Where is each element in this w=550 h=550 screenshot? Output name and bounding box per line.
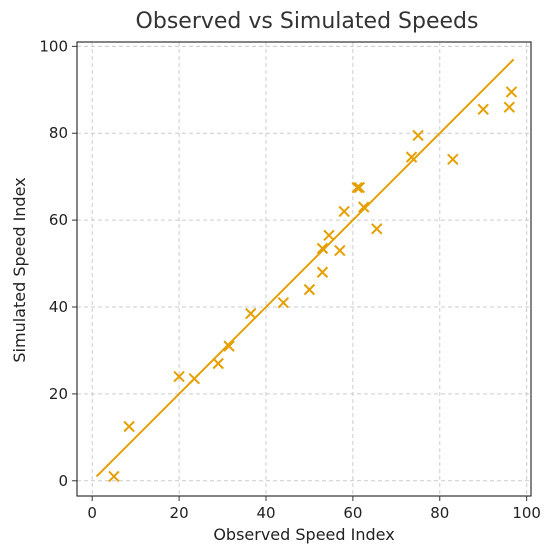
x-tick-label: 40 xyxy=(256,504,275,522)
data-point xyxy=(188,372,201,385)
data-point xyxy=(405,151,418,163)
fit-line-layer xyxy=(95,58,515,478)
fit-line xyxy=(95,58,515,478)
y-tick-label: 20 xyxy=(49,385,68,403)
data-point xyxy=(316,266,329,278)
data-point xyxy=(123,420,135,433)
data-points xyxy=(108,86,518,483)
data-point xyxy=(447,153,459,166)
x-tick-label: 80 xyxy=(430,504,449,522)
data-point xyxy=(412,129,424,142)
data-point xyxy=(505,86,518,98)
data-point xyxy=(353,181,366,194)
grid xyxy=(77,42,531,496)
tick-labels: 0 20 40 60 80 100 0 20 40 60 80 100 xyxy=(39,37,541,522)
y-axis-label: Simulated Speed Index xyxy=(10,177,29,362)
data-point xyxy=(277,296,290,309)
x-axis-label: Observed Speed Index xyxy=(213,525,394,544)
data-point xyxy=(477,103,489,116)
data-point xyxy=(316,242,329,255)
x-tick-label: 100 xyxy=(512,504,541,522)
data-point xyxy=(303,283,316,296)
y-tick-label: 100 xyxy=(39,37,68,55)
data-point xyxy=(173,370,185,383)
data-point xyxy=(351,181,363,194)
data-point xyxy=(323,229,335,242)
axes xyxy=(76,41,532,497)
data-point xyxy=(334,244,346,257)
data-point xyxy=(503,101,515,113)
plot-frame xyxy=(76,41,532,497)
y-tick-label: 0 xyxy=(58,472,68,490)
data-point xyxy=(358,201,370,213)
x-tick-label: 60 xyxy=(343,504,362,522)
x-tick-label: 20 xyxy=(170,504,189,522)
y-tick-label: 60 xyxy=(49,211,68,229)
data-point xyxy=(212,357,224,370)
data-point xyxy=(108,470,120,483)
data-point xyxy=(223,340,235,352)
x-tick-label: 0 xyxy=(87,504,97,522)
data-point xyxy=(371,223,383,235)
chart-title: Observed vs Simulated Speeds xyxy=(136,9,479,34)
y-tick-label: 40 xyxy=(49,298,68,316)
data-point xyxy=(338,205,350,218)
data-point xyxy=(245,307,257,320)
y-tick-label: 80 xyxy=(49,124,68,142)
